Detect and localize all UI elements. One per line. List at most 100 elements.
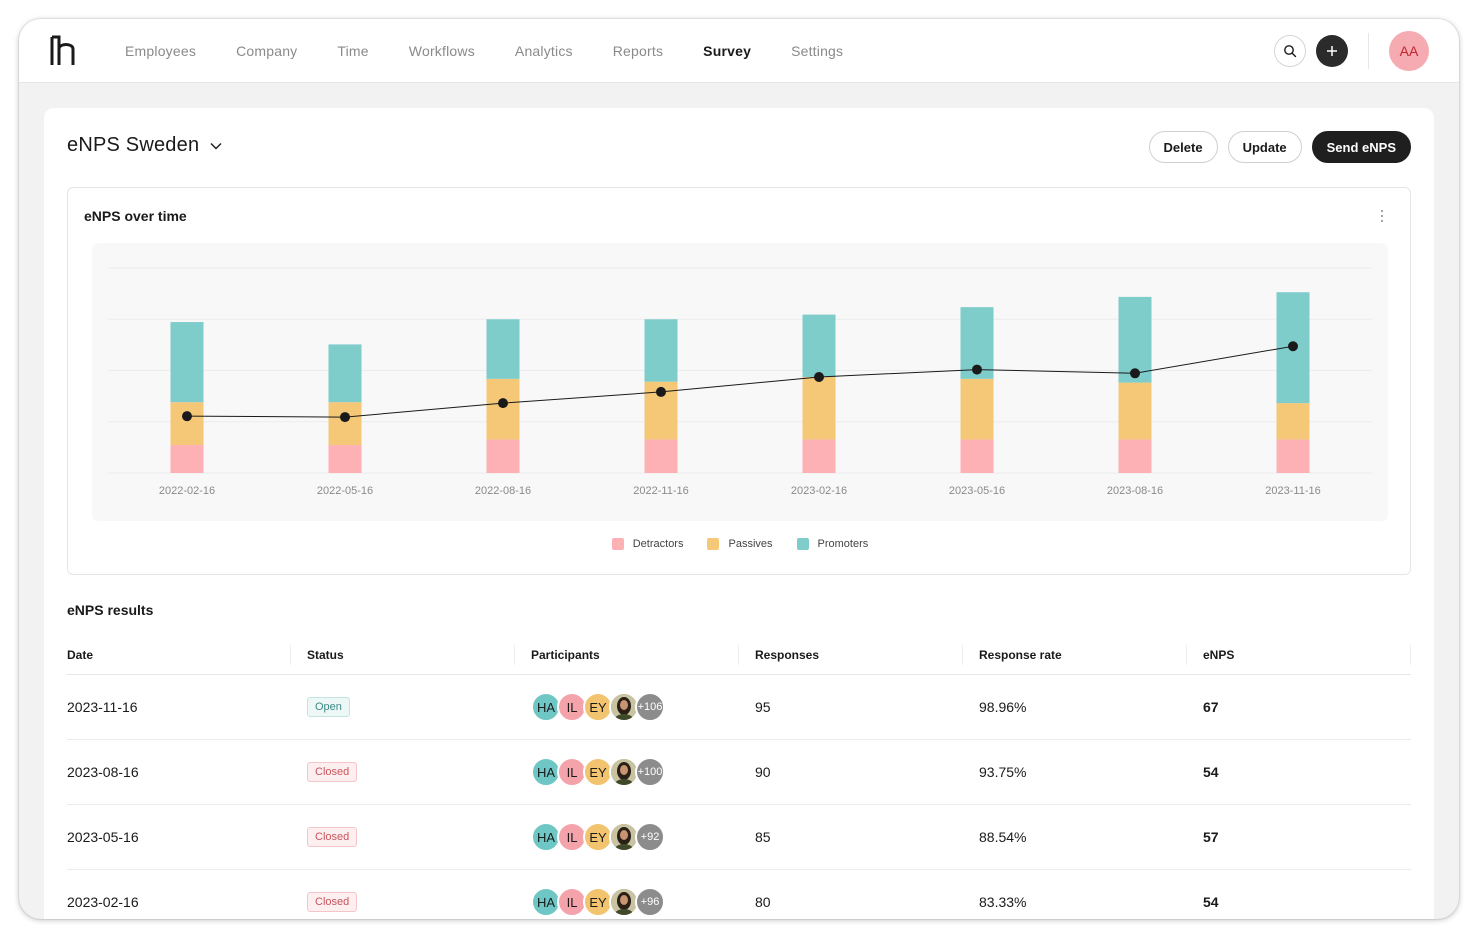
bar-passives <box>486 378 520 440</box>
legend-passives[interactable]: Passives <box>707 538 773 550</box>
nav-company[interactable]: Company <box>236 43 298 59</box>
app-window: Employees Company Time Workflows Analyti… <box>19 19 1459 919</box>
row-status: Closed <box>291 892 515 912</box>
enps-point <box>814 372 824 383</box>
nav-analytics[interactable]: Analytics <box>514 43 573 59</box>
nav-reports[interactable]: Reports <box>612 43 664 59</box>
row-date: 2023-11-16 <box>67 699 138 715</box>
bar-detractors <box>644 439 678 473</box>
status-badge: Open <box>307 697 350 717</box>
more-participants-badge[interactable]: +100 <box>635 757 665 787</box>
plus-icon <box>1327 46 1337 56</box>
participant-avatars: HA IL EY +92 <box>531 822 739 852</box>
nav-time[interactable]: Time <box>337 43 369 59</box>
column-header-response-rate[interactable]: Response rate <box>963 644 1187 665</box>
column-header-participants[interactable]: Participants <box>515 644 739 665</box>
survey-selector[interactable]: eNPS Sweden <box>67 134 223 157</box>
bar-promoters <box>644 319 678 382</box>
delete-button[interactable]: Delete <box>1148 131 1218 163</box>
legend-detractors[interactable]: Detractors <box>611 538 684 550</box>
survey-card: eNPS Sweden Delete Update Send eNPS eNPS… <box>44 108 1434 919</box>
participant-photo-avatar[interactable] <box>609 757 639 787</box>
row-participants: HA IL EY +96 <box>515 887 739 917</box>
legend-swatch <box>707 538 720 550</box>
legend-label: Passives <box>728 538 773 550</box>
chevron-down-icon <box>210 142 222 149</box>
nav-workflows[interactable]: Workflows <box>408 43 475 59</box>
row-response-rate: 98.96% <box>979 699 1027 715</box>
row-responses: 95 <box>755 699 771 715</box>
column-header-status[interactable]: Status <box>291 644 515 665</box>
more-options-icon[interactable] <box>1376 208 1388 224</box>
bar-detractors <box>328 445 362 473</box>
row-date: 2023-02-16 <box>67 894 139 910</box>
top-navigation-bar: Employees Company Time Workflows Analyti… <box>19 19 1459 83</box>
row-response-rate: 83.33% <box>979 894 1027 910</box>
legend-label: Detractors <box>632 538 684 550</box>
bar-promoters <box>170 322 204 403</box>
row-status: Open <box>291 697 515 717</box>
participant-avatars: HA IL EY +100 <box>531 757 739 787</box>
participant-photo-avatar[interactable] <box>609 822 639 852</box>
participant-avatar[interactable]: EY <box>583 692 613 722</box>
person-photo-icon <box>611 824 637 850</box>
row-response-rate: 88.54% <box>979 829 1027 845</box>
table-row[interactable]: 2023-08-16 Closed HA IL EY +100 90 93.75 <box>67 740 1411 805</box>
x-tick-label: 2022-11-16 <box>633 485 688 497</box>
chart-legend: Detractors Passives Promoters <box>68 538 1412 550</box>
row-enps: 54 <box>1203 764 1219 780</box>
row-enps: 54 <box>1203 894 1219 910</box>
update-button[interactable]: Update <box>1227 131 1302 163</box>
table-row[interactable]: 2023-05-16 Closed HA IL EY +92 85 88.54% <box>67 805 1411 870</box>
enps-point <box>1288 341 1298 352</box>
search-button[interactable] <box>1274 35 1306 67</box>
user-avatar[interactable]: AA <box>1389 31 1429 71</box>
bar-promoters <box>486 319 520 379</box>
more-participants-badge[interactable]: +92 <box>635 822 665 852</box>
legend-label: Promoters <box>817 538 869 550</box>
row-date: 2023-08-16 <box>67 764 139 780</box>
enps-point <box>1130 368 1140 379</box>
x-tick-label: 2023-08-16 <box>1107 485 1163 497</box>
x-tick-label: 2022-02-16 <box>159 485 215 497</box>
send-enps-button[interactable]: Send eNPS <box>1311 131 1411 163</box>
participant-photo-avatar[interactable] <box>609 692 639 722</box>
action-buttons: Delete Update Send eNPS <box>1139 131 1411 163</box>
logo-icon[interactable] <box>49 35 77 67</box>
table-body: 2023-11-16 Open HA IL EY +106 95 98.96% <box>67 675 1411 919</box>
bar-detractors <box>170 445 204 473</box>
bar-passives <box>1118 382 1152 440</box>
add-button[interactable] <box>1316 35 1348 67</box>
row-status: Closed <box>291 827 515 847</box>
table-row[interactable]: 2023-11-16 Open HA IL EY +106 95 98.96% <box>67 675 1411 740</box>
participant-photo-avatar[interactable] <box>609 887 639 917</box>
bar-promoters <box>328 344 362 403</box>
enps-point <box>972 364 982 375</box>
legend-promoters[interactable]: Promoters <box>796 538 869 550</box>
participant-avatar[interactable]: IL <box>557 887 587 917</box>
participant-avatar[interactable]: IL <box>557 692 587 722</box>
more-participants-badge[interactable]: +96 <box>635 887 665 917</box>
status-badge: Closed <box>307 762 358 782</box>
bar-detractors <box>1118 439 1152 473</box>
column-header-enps[interactable]: eNPS <box>1187 644 1411 665</box>
row-date: 2023-05-16 <box>67 829 139 845</box>
participant-avatar[interactable]: EY <box>583 757 613 787</box>
nav-settings[interactable]: Settings <box>791 43 844 59</box>
table-row[interactable]: 2023-02-16 Closed HA IL EY +96 80 83.33% <box>67 870 1411 919</box>
bar-passives <box>802 377 836 440</box>
x-tick-label: 2022-08-16 <box>475 485 531 497</box>
chart-plot-area: 2022-02-16 2022-05-16 2022-08-16 2022-11-16… <box>92 243 1388 521</box>
status-badge: Closed <box>307 827 358 847</box>
row-participants: HA IL EY +92 <box>515 822 739 852</box>
nav-employees[interactable]: Employees <box>125 43 197 59</box>
x-tick-label: 2023-02-16 <box>791 485 847 497</box>
column-header-date[interactable]: Date <box>67 644 291 665</box>
nav-survey[interactable]: Survey <box>703 43 752 59</box>
bar-passives <box>328 402 362 446</box>
enps-chart: 2022-02-16 2022-05-16 2022-08-16 2022-11-16… <box>108 267 1372 497</box>
more-participants-badge[interactable]: +106 <box>635 692 665 722</box>
main-nav: Employees Company Time Workflows Analyti… <box>125 19 883 83</box>
column-header-responses[interactable]: Responses <box>739 644 963 665</box>
person-photo-icon <box>611 694 637 720</box>
